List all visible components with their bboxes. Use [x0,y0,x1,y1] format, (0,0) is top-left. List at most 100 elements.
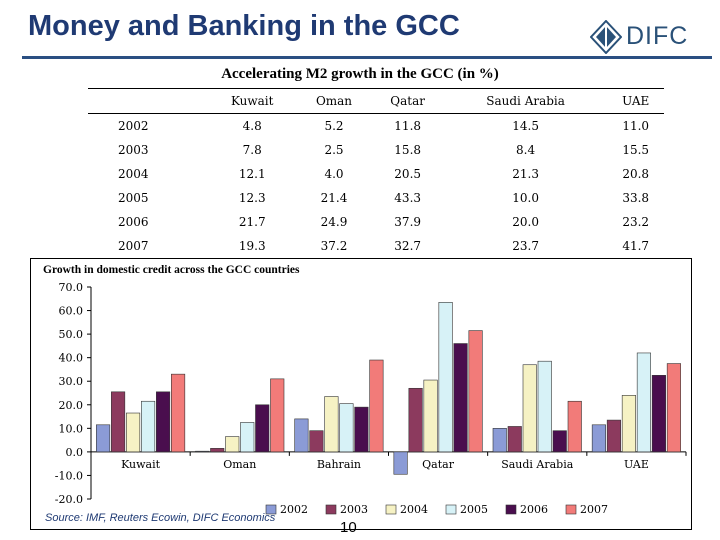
logo-text: DIFC [626,22,689,50]
difc-logo: DIFC [589,19,705,55]
y-tick-label: 0.0 [66,446,84,459]
table-cell: 11.0 [622,119,650,133]
bar [111,391,126,453]
y-tick-label: 20.0 [59,399,84,412]
bar [507,426,522,453]
table-cell: 20.0 [512,215,539,229]
table-cell: 2004 [118,167,149,181]
bar [408,387,423,453]
bar [126,412,141,453]
y-tick-label: -20.0 [55,493,83,506]
table-cell: 32.7 [371,234,444,259]
bar [606,419,621,453]
bar [537,360,552,453]
bar [96,424,111,453]
y-tick-label: 30.0 [59,375,84,388]
table-cell: 43.3 [394,191,422,205]
table-cell: 8.4 [516,143,536,157]
table-cell: 37.2 [296,234,372,259]
y-tick-label: 70.0 [59,281,84,294]
table-cell: 15.8 [394,143,422,157]
table-row: 2002 4.8 5.2 11.8 14.5 11.0 [88,114,664,139]
table-cell: 33.8 [622,191,650,205]
table-row: 2003 7.8 2.5 15.8 8.4 15.5 [88,138,664,162]
column-header: UAE [607,88,664,114]
bar [522,364,537,453]
table-cell: 15.5 [622,143,650,157]
table-cell: 24.9 [320,215,348,229]
legend-swatch [265,504,277,515]
bar [552,430,567,453]
bar [423,379,438,453]
bar [354,406,369,453]
table-cell: 20.5 [394,167,422,181]
m2-growth-table: Kuwait Oman Qatar Saudi Arabia UAE 2002 … [88,88,664,259]
category-label: Qatar [422,458,455,471]
table-cell: 21.7 [238,215,266,229]
table-row: 2007 19.3 37.2 32.7 23.7 41.7 [88,234,664,259]
table-cell: 2002 [118,119,149,133]
legend-label: 2002 [280,503,308,516]
table-cell: 2007 [88,234,208,259]
table-cell: 7.8 [242,143,262,157]
bar [240,422,255,453]
bar [453,343,468,453]
category-label: Kuwait [121,458,161,471]
y-tick-label: 10.0 [59,422,84,435]
bar [636,352,651,453]
header-rule [22,56,712,59]
table-row: 2005 12.3 21.4 43.3 10.0 33.8 [88,186,664,210]
bar [666,363,681,453]
table-cell: 20.8 [622,167,650,181]
bar [195,450,210,453]
credit-growth-chart: Growth in domestic credit across the GCC… [30,258,692,530]
chart-svg: Growth in domestic credit across the GCC… [43,264,687,516]
table-cell: 23.2 [622,215,650,229]
legend-label: 2006 [520,503,548,516]
bar [210,448,225,453]
table-cell: 4.0 [324,167,344,181]
bar [141,400,156,453]
bar [156,391,171,453]
table-cell: 19.3 [208,234,297,259]
table-cell: 2.5 [324,143,344,157]
legend-swatch [385,504,397,515]
bar [651,375,666,453]
source-note: Source: IMF, Reuters Ecowin, DIFC Econom… [45,512,276,524]
legend-swatch [565,504,577,515]
bar [492,428,507,453]
bar [324,396,339,453]
column-header: Oman [296,88,372,114]
category-label: Bahrain [317,458,361,471]
table-cell: 2006 [118,215,149,229]
bar [393,451,408,475]
table-cell: 2005 [118,191,149,205]
y-tick-label: -10.0 [55,469,83,482]
table-cell: 14.5 [512,119,539,133]
bar [468,330,483,453]
bar [225,436,240,453]
chart-title: Growth in domestic credit across the GCC… [43,264,300,276]
category-label: UAE [624,458,649,471]
bar [567,400,582,453]
legend-swatch [505,504,517,515]
legend-label: 2003 [340,503,368,516]
table-cell: 4.8 [242,119,262,133]
bar [339,403,354,453]
table-cell: 11.8 [394,119,422,133]
table-cell: 12.3 [238,191,266,205]
bar [270,378,285,453]
bar [255,404,270,453]
bar [171,373,186,453]
legend-label: 2004 [400,503,428,516]
legend-label: 2007 [580,503,608,516]
difc-logo-icon [589,19,623,55]
column-header [88,88,208,114]
bar [309,430,324,453]
table-cell: 21.3 [512,167,539,181]
table-cell: 2003 [118,143,149,157]
bar [294,418,309,453]
y-tick-label: 60.0 [59,305,84,318]
table-title: Accelerating M2 growth in the GCC (in %) [221,66,499,82]
bar [591,424,606,453]
